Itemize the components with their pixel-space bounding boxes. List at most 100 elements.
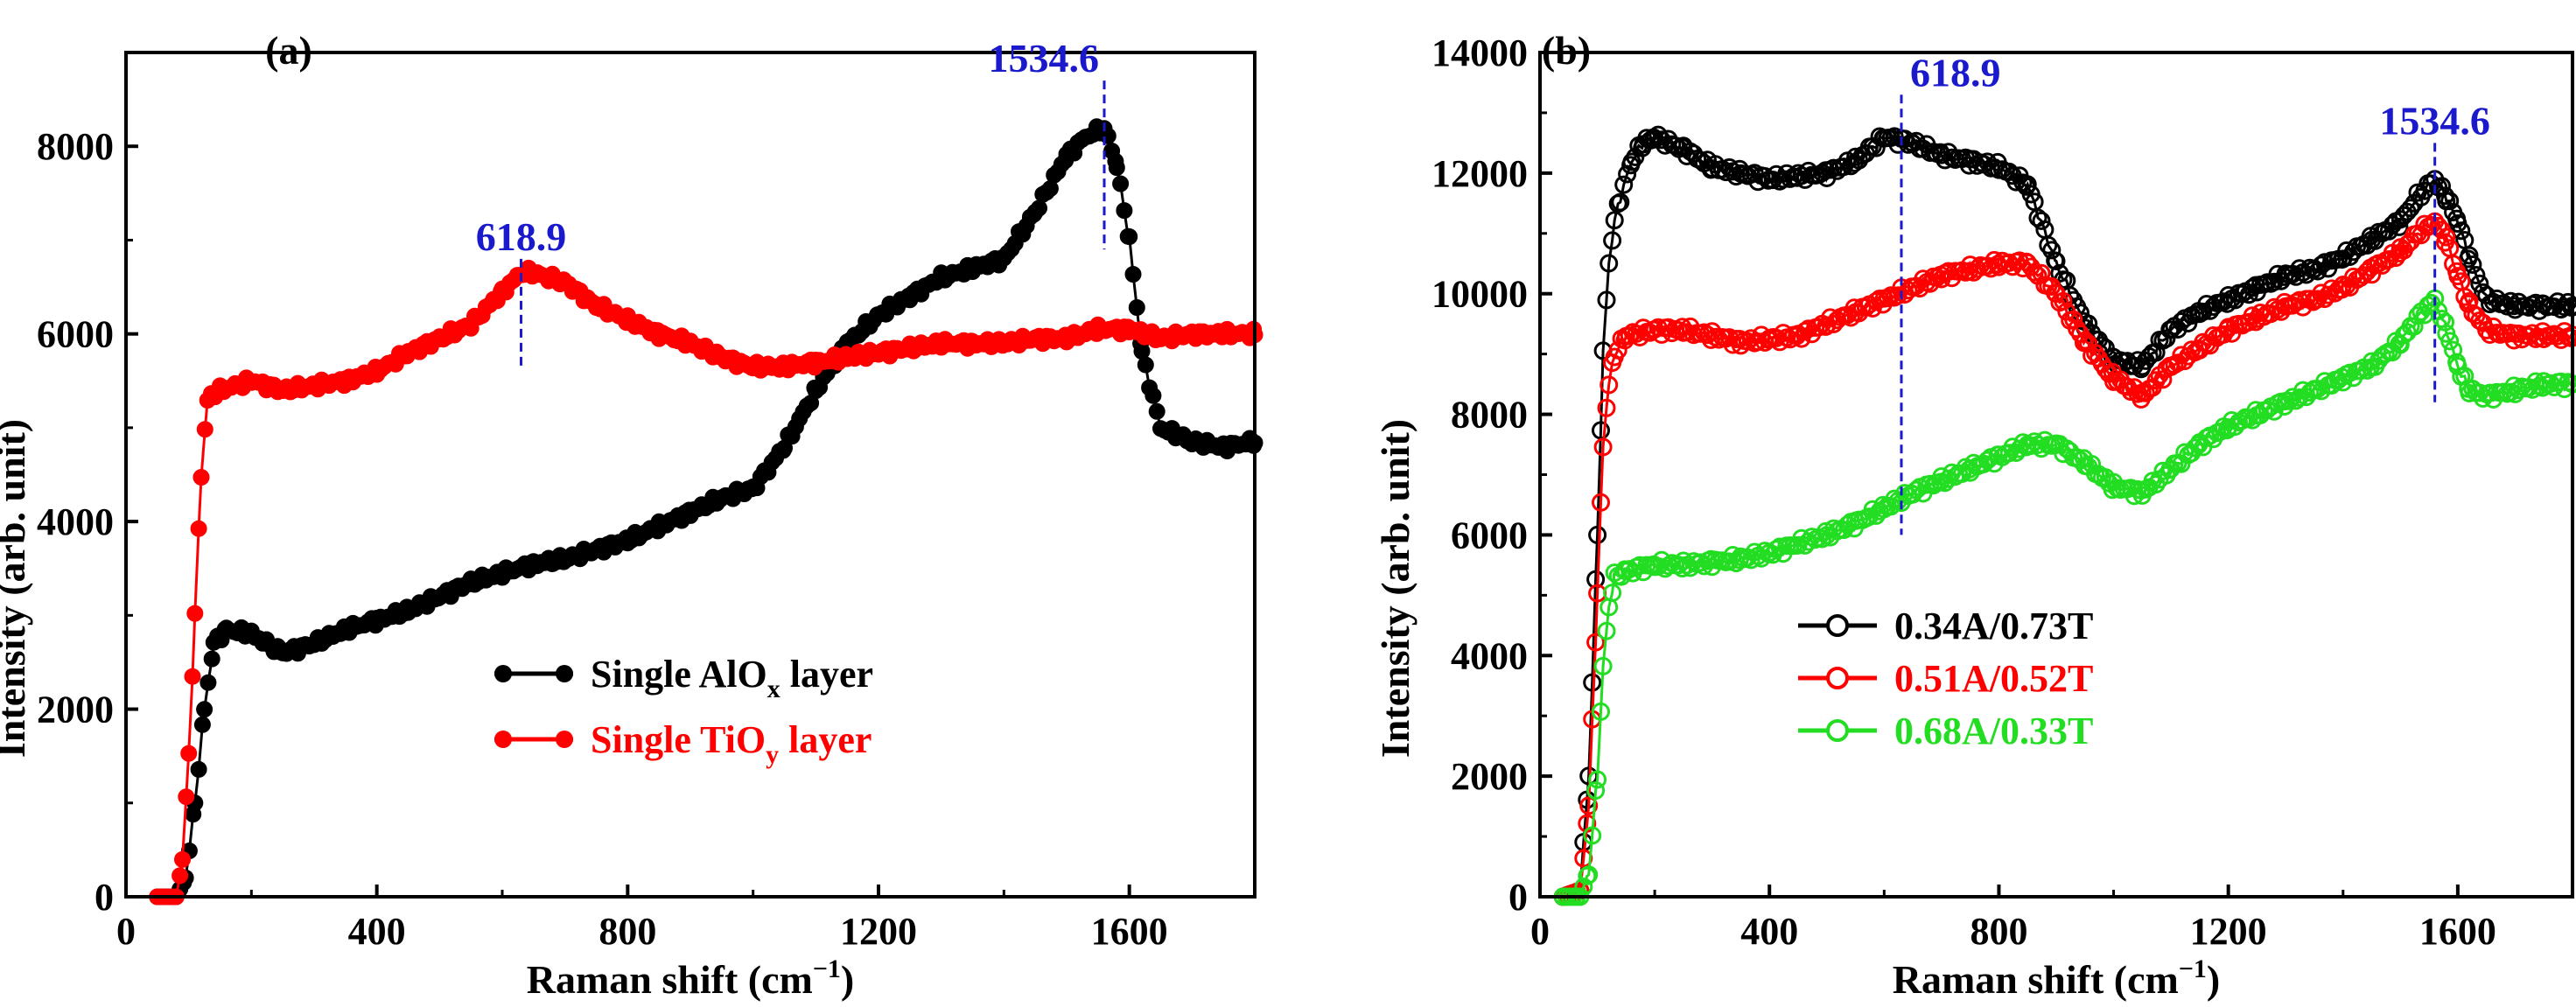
data-point xyxy=(1112,175,1130,192)
x-tick-label: 0 xyxy=(1530,910,1550,953)
data-point xyxy=(196,701,214,718)
data-point xyxy=(2404,317,2424,336)
data-point xyxy=(203,650,220,668)
data-point xyxy=(2408,306,2427,325)
panel-a: (a) 0 400 800 1200 1600 0 2000 4000 6000 8000 Raman… xyxy=(0,28,1264,1002)
data-point xyxy=(184,668,201,685)
data-point xyxy=(1597,621,1616,640)
y-tick-label: 0 xyxy=(1508,876,1528,919)
data-point xyxy=(178,788,195,806)
data-point xyxy=(2440,192,2460,211)
x-axis-label-close: ) xyxy=(841,957,854,1002)
legend-marker xyxy=(1826,719,1849,742)
plot-frame xyxy=(1538,51,2574,899)
data-point xyxy=(180,745,198,762)
data-point xyxy=(2025,262,2044,282)
legend-marker xyxy=(1826,667,1849,689)
data-point xyxy=(2172,312,2191,331)
y-tick-label: 10000 xyxy=(1432,273,1528,316)
y-tick-label: 14000 xyxy=(1432,31,1528,74)
x-tick-label: 1200 xyxy=(840,910,917,953)
y-axis-label: Intensity (arb. unit) xyxy=(0,419,33,758)
data-point xyxy=(1099,127,1116,144)
data-point xyxy=(1579,865,1599,885)
data-point xyxy=(1824,158,1844,178)
data-point xyxy=(1121,228,1138,245)
data-point xyxy=(174,850,191,868)
data-point xyxy=(2422,215,2441,234)
data-point xyxy=(192,469,210,486)
data-point xyxy=(2415,214,2434,234)
series-line xyxy=(1563,295,2573,899)
legend-marker xyxy=(494,665,512,682)
data-point xyxy=(186,605,204,622)
data-point xyxy=(2390,217,2409,236)
data-point xyxy=(2452,221,2471,241)
data-point xyxy=(1108,159,1125,177)
legend-marker xyxy=(494,731,512,748)
data-point xyxy=(1586,570,1606,589)
data-point xyxy=(1593,656,1613,675)
y-tick-label: 0 xyxy=(94,876,114,919)
y-tick-label: 6000 xyxy=(37,313,114,356)
x-tick-label: 800 xyxy=(598,910,656,953)
panel-label: (a) xyxy=(265,28,312,73)
data-point xyxy=(196,421,214,438)
data-point xyxy=(1583,826,1602,845)
series-group xyxy=(149,118,1264,906)
series-1 xyxy=(149,259,1264,906)
data-point xyxy=(1128,299,1145,316)
data-point xyxy=(2437,227,2456,247)
data-point xyxy=(1600,254,1619,273)
data-point xyxy=(1031,199,1047,217)
y-tick-label: 8000 xyxy=(37,125,114,168)
x-tick-label: 1600 xyxy=(2419,910,2496,953)
series-1 xyxy=(1553,212,2576,906)
plot-frame xyxy=(124,51,1256,899)
legend-marker xyxy=(556,731,573,748)
data-point xyxy=(1895,484,1914,503)
data-point xyxy=(1124,266,1142,283)
data-point xyxy=(1618,164,1637,184)
data-point xyxy=(1579,796,1599,815)
legend-label-tail: layer xyxy=(780,653,873,696)
x-axis-label-close: ) xyxy=(2207,957,2220,1002)
data-point xyxy=(2463,255,2482,274)
data-point xyxy=(193,716,211,733)
data-point xyxy=(1603,584,1622,603)
data-point xyxy=(200,674,217,691)
data-point xyxy=(1144,387,1162,404)
data-point xyxy=(2440,332,2460,351)
data-point xyxy=(190,760,207,778)
data-point xyxy=(1878,289,1897,308)
data-point xyxy=(1611,192,1630,212)
y-tick-label: 4000 xyxy=(1451,634,1528,677)
data-point xyxy=(2047,252,2066,270)
legend-label-tail: layer xyxy=(779,718,872,761)
data-point xyxy=(1706,327,1726,346)
x-tick-label: 800 xyxy=(1970,910,2027,953)
y-tick-label: 12000 xyxy=(1432,152,1528,195)
x-axis-label-sup: −1 xyxy=(813,955,841,983)
legend-label-text: 0.34A/0.73T xyxy=(1894,605,2093,647)
data-point xyxy=(1597,290,1616,310)
data-point xyxy=(1684,552,1704,571)
legend-marker xyxy=(1826,614,1849,637)
data-point xyxy=(1586,781,1606,801)
x-tick-label: 1200 xyxy=(2190,910,2267,953)
data-point xyxy=(2076,331,2095,350)
x-axis-label-text: Raman shift (cm xyxy=(527,957,813,1002)
panel-b: (b) 0 400 800 1200 1600 0 2000 4000 6000 8000 10000… xyxy=(1373,28,2576,1002)
data-point xyxy=(2509,381,2528,400)
legend-label-sub: x xyxy=(767,675,780,703)
data-point xyxy=(2455,367,2474,386)
data-point xyxy=(2408,183,2427,202)
y-tick-label: 6000 xyxy=(1451,514,1528,556)
series-line xyxy=(157,265,1256,899)
data-point xyxy=(1603,231,1622,250)
data-point xyxy=(1588,770,1607,789)
panel-label: (b) xyxy=(1542,28,1591,73)
data-point xyxy=(1597,398,1616,417)
